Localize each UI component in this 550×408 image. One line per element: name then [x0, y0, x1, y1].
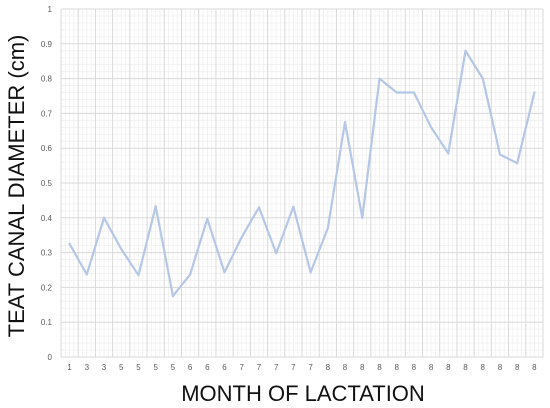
data-point — [120, 248, 123, 251]
data-point — [430, 126, 433, 129]
data-point — [68, 242, 71, 245]
x-tick-label: 7 — [240, 363, 245, 372]
x-tick-label: 7 — [257, 363, 262, 372]
x-tick-label: 8 — [498, 363, 503, 372]
x-tick-label: 5 — [153, 363, 158, 372]
y-tick-label: 1 — [48, 5, 53, 14]
data-point — [206, 217, 209, 220]
data-point — [85, 273, 88, 276]
x-axis-tick-labels: 1 3 3 5 5 5 5 6 6 6 7 7 7 7 7 8 8 8 8 8 8 8 8 8 8 8 8 8 — [67, 363, 537, 372]
data-point — [189, 273, 192, 276]
y-tick-label: 0.7 — [41, 109, 53, 118]
data-point — [257, 206, 261, 209]
series-line — [68, 49, 536, 298]
x-tick-label: 6 — [205, 363, 210, 372]
x-tick-label: 8 — [429, 363, 434, 372]
x-tick-label: 8 — [532, 363, 537, 372]
data-point — [326, 227, 329, 230]
data-point — [447, 152, 450, 155]
data-point — [343, 121, 347, 124]
x-tick-label: 3 — [102, 363, 107, 372]
x-tick-label: 8 — [481, 363, 486, 372]
x-tick-label: 8 — [326, 363, 331, 372]
data-point — [361, 216, 364, 219]
x-axis-title: MONTH OF LACTATION — [181, 381, 425, 406]
x-tick-label: 5 — [119, 363, 124, 372]
y-tick-label: 0.1 — [41, 318, 53, 327]
y-tick-label: 0.4 — [41, 214, 53, 223]
y-tick-label: 0.9 — [41, 40, 53, 49]
data-point — [395, 91, 398, 94]
x-tick-label: 5 — [171, 363, 176, 372]
x-tick-label: 7 — [274, 363, 279, 372]
data-point — [498, 153, 502, 156]
data-point — [102, 216, 106, 219]
x-tick-label: 8 — [446, 363, 451, 372]
x-tick-label: 8 — [515, 363, 520, 372]
y-tick-label: 0.3 — [41, 249, 53, 258]
data-point — [223, 271, 226, 274]
x-tick-label: 6 — [188, 363, 193, 372]
data-point — [516, 162, 519, 165]
x-tick-label: 5 — [136, 363, 141, 372]
y-tick-label: 0 — [48, 353, 53, 362]
data-point — [533, 91, 536, 94]
data-point — [292, 205, 295, 208]
x-tick-label: 8 — [377, 363, 382, 372]
y-tick-label: 0.8 — [41, 75, 53, 84]
x-tick-label: 7 — [291, 363, 296, 372]
y-tick-label: 0.2 — [41, 283, 53, 292]
major-gridlines — [60, 8, 544, 358]
x-tick-label: 8 — [463, 363, 468, 372]
series-layer — [68, 49, 536, 298]
y-tick-label: 0.5 — [41, 179, 53, 188]
data-point — [137, 274, 140, 277]
x-tick-label: 8 — [360, 363, 365, 372]
x-tick-label: 1 — [67, 363, 72, 372]
data-point — [309, 271, 312, 274]
x-tick-label: 8 — [412, 363, 417, 372]
data-point — [171, 295, 174, 298]
y-tick-label: 0.6 — [41, 144, 53, 153]
y-axis-title: TEAT CANAL DIAMETER (cm) — [4, 35, 29, 338]
y-axis-tick-labels: 0 0.1 0.2 0.3 0.4 0.5 0.6 0.7 0.8 0.9 1 — [41, 5, 53, 362]
x-tick-label: 3 — [85, 363, 90, 372]
data-point — [412, 91, 415, 94]
x-tick-label: 7 — [308, 363, 313, 372]
data-point — [378, 77, 381, 80]
data-point — [240, 235, 243, 239]
data-point — [154, 205, 157, 208]
x-tick-label: 8 — [343, 363, 348, 372]
data-point — [464, 49, 467, 52]
data-point — [275, 252, 278, 255]
x-tick-label: 6 — [222, 363, 227, 372]
data-point — [481, 77, 484, 80]
x-tick-label: 8 — [394, 363, 399, 372]
